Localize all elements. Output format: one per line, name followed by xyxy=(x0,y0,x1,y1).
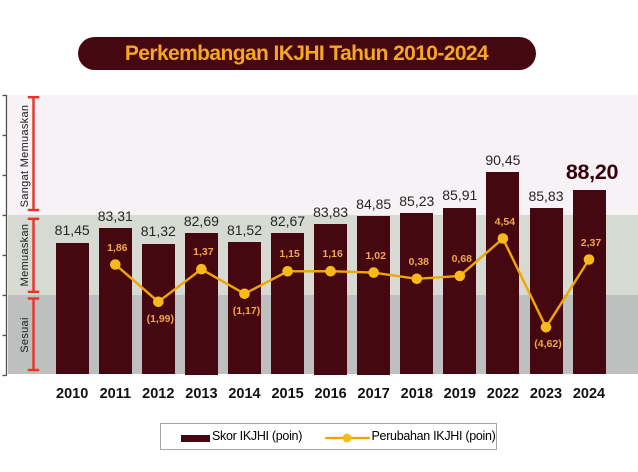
svg-text:Sangat Memuaskan: Sangat Memuaskan xyxy=(19,105,31,208)
svg-text:Sesuai: Sesuai xyxy=(19,317,31,352)
svg-text:Memuaskan: Memuaskan xyxy=(19,224,31,287)
